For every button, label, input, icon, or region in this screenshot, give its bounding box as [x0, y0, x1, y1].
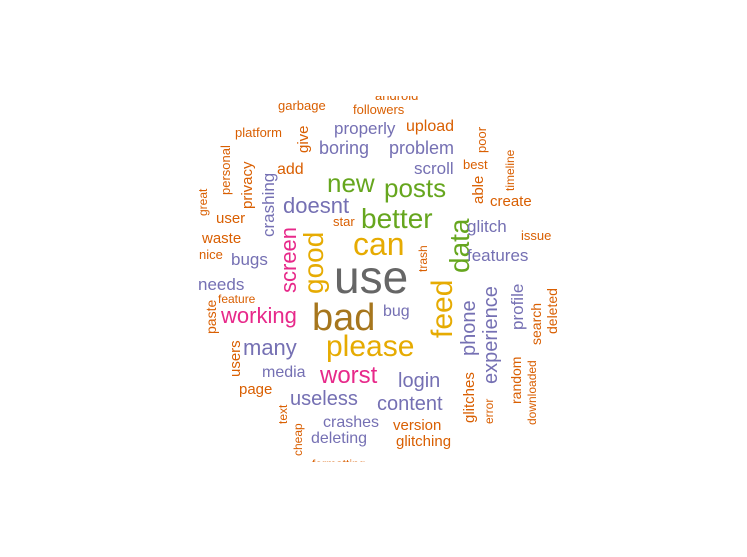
word-create: create [490, 193, 532, 210]
word-deleted: deleted [544, 288, 560, 334]
word-login: login [398, 370, 440, 392]
word-working: working [220, 303, 297, 328]
word-user: user [216, 210, 245, 227]
word-many: many [243, 335, 297, 360]
word-add: add [277, 161, 304, 178]
word-random: random [508, 357, 524, 404]
word-feed: feed [426, 280, 459, 338]
word-glitches: glitches [461, 372, 478, 423]
word-downloaded: downloaded [525, 360, 539, 425]
word-data: data [444, 218, 475, 273]
word-good: good [298, 232, 329, 294]
word-version: version [393, 417, 441, 434]
word-bugs: bugs [231, 250, 268, 269]
word-issue: issue [521, 228, 551, 243]
word-page: page [239, 381, 272, 398]
word-deleting: deleting [311, 430, 367, 447]
word-trash: trash [416, 245, 430, 272]
word-garbage: garbage [278, 98, 326, 113]
word-glitching: glitching [396, 433, 451, 450]
word-properly: properly [334, 119, 396, 138]
word-feature: feature [218, 292, 256, 306]
word-crashing: crashing [259, 173, 278, 237]
word-new: new [327, 168, 375, 198]
word-posts: posts [384, 173, 446, 203]
word-features: features [467, 246, 528, 265]
word-cheap: cheap [291, 423, 305, 456]
word-screen: screen [276, 227, 301, 293]
word-bug: bug [383, 303, 410, 320]
word-users: users [227, 340, 244, 377]
word-platform: platform [235, 125, 282, 140]
word-use: use [334, 251, 408, 303]
word-experience: experience [480, 286, 502, 384]
word-waste: waste [201, 230, 241, 247]
word-best: best [463, 157, 488, 172]
word-problem: problem [389, 138, 454, 158]
word-please: please [326, 330, 414, 363]
word-scroll: scroll [414, 159, 454, 178]
word-privacy: privacy [239, 161, 256, 209]
word-great: great [196, 188, 210, 216]
word-can: can [353, 226, 405, 262]
word-worst: worst [319, 362, 378, 389]
word-timeline: timeline [503, 149, 517, 191]
word-search: search [528, 303, 544, 345]
word-bad: bad [312, 297, 375, 339]
word-text: text [276, 404, 290, 424]
word-error: error [482, 399, 496, 424]
word-able: able [470, 176, 487, 204]
word-followers: followers [353, 102, 405, 117]
word-star: star [333, 214, 355, 229]
word-profile: profile [508, 284, 527, 330]
word-doesnt: doesnt [283, 193, 349, 218]
word-poor: poor [474, 126, 489, 153]
word-android: android [375, 88, 418, 103]
word-paste: paste [203, 300, 219, 334]
word-phone: phone [458, 300, 480, 356]
word-needs: needs [198, 275, 244, 294]
word-upload: upload [406, 118, 454, 135]
word-nice: nice [199, 247, 223, 262]
word-personal: personal [218, 145, 233, 195]
word-better: better [361, 203, 433, 234]
word-formatting: formatting [312, 457, 365, 471]
word-content: content [377, 393, 443, 415]
word-crashes: crashes [323, 414, 379, 431]
word-glitch: glitch [467, 217, 507, 236]
word-give: give [295, 125, 312, 153]
word-boring: boring [319, 138, 369, 158]
word-media: media [262, 364, 306, 381]
word-useless: useless [290, 388, 358, 410]
